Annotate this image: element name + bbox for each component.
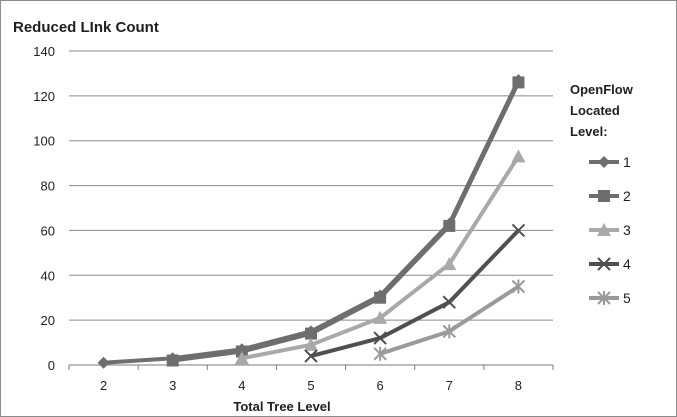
series-lines (97, 74, 526, 369)
legend: OpenFlow Located Level: 1 2 3 4 5 (570, 82, 634, 306)
y-tick-label: 40 (41, 268, 55, 283)
y-tick-label: 140 (33, 44, 55, 59)
data-point-series-2 (443, 219, 456, 232)
data-point-series-5 (511, 279, 526, 294)
y-tick-label: 0 (48, 358, 55, 373)
series-line-4 (310, 229, 520, 358)
legend-label: 4 (623, 256, 631, 272)
data-point-series-2 (374, 291, 387, 304)
y-tick-label: 80 (41, 179, 55, 194)
data-point-series-2 (512, 76, 525, 89)
legend-item-5: 5 (589, 290, 631, 306)
legend-label: 5 (623, 290, 631, 306)
y-tick-label: 120 (33, 89, 55, 104)
legend-item-2: 2 (589, 188, 631, 204)
x-tick-label: 4 (238, 378, 245, 393)
data-point-series-4 (442, 295, 456, 309)
legend-title-line: OpenFlow (570, 82, 634, 97)
legend-label: 2 (623, 188, 631, 204)
legend-title-line: Level: (570, 124, 608, 139)
data-point-series-3 (234, 351, 249, 365)
series-line-3 (241, 155, 521, 361)
legend-label: 3 (623, 222, 631, 238)
x-tick-label: 5 (307, 378, 314, 393)
data-point-series-5 (373, 346, 387, 361)
legend-marker-2 (598, 190, 610, 202)
legend-marker-1 (598, 156, 610, 168)
legend-marker-3 (597, 223, 611, 236)
axes: 0 20 40 60 80 100 120 140 2 3 4 5 6 7 8 (33, 44, 554, 393)
gridlines (69, 50, 553, 321)
x-tick-label: 8 (515, 378, 522, 393)
legend-item-1: 1 (589, 154, 631, 170)
x-axis-title: Total Tree Level (233, 399, 330, 414)
legend-item-4: 4 (589, 256, 631, 272)
legend-marker-4 (597, 257, 611, 271)
data-point-series-5 (442, 324, 456, 339)
data-point-series-4 (304, 349, 318, 363)
legend-marker-5 (597, 291, 611, 305)
y-tick-label: 100 (33, 134, 55, 149)
data-point-series-3 (373, 310, 388, 324)
legend-item-3: 3 (589, 222, 631, 238)
chart-title: Reduced LInk Count (13, 19, 159, 36)
data-point-series-2 (305, 327, 317, 340)
legend-title-line: Located (570, 103, 620, 118)
data-point-series-3 (442, 257, 457, 271)
x-tick-label: 3 (169, 378, 176, 393)
data-point-series-4 (373, 331, 387, 345)
x-tick-label: 2 (100, 378, 107, 393)
y-tick-label: 60 (41, 223, 55, 238)
y-tick-label: 20 (41, 313, 55, 328)
legend-label: 1 (623, 154, 631, 170)
data-point-series-1 (97, 356, 110, 369)
data-point-series-2 (166, 354, 179, 367)
series-line-2 (172, 81, 521, 363)
data-point-series-3 (304, 337, 318, 351)
x-tick-label: 7 (446, 378, 453, 393)
data-point-series-3 (511, 149, 526, 163)
data-point-series-4 (511, 223, 526, 238)
x-tick-label: 6 (377, 378, 384, 393)
